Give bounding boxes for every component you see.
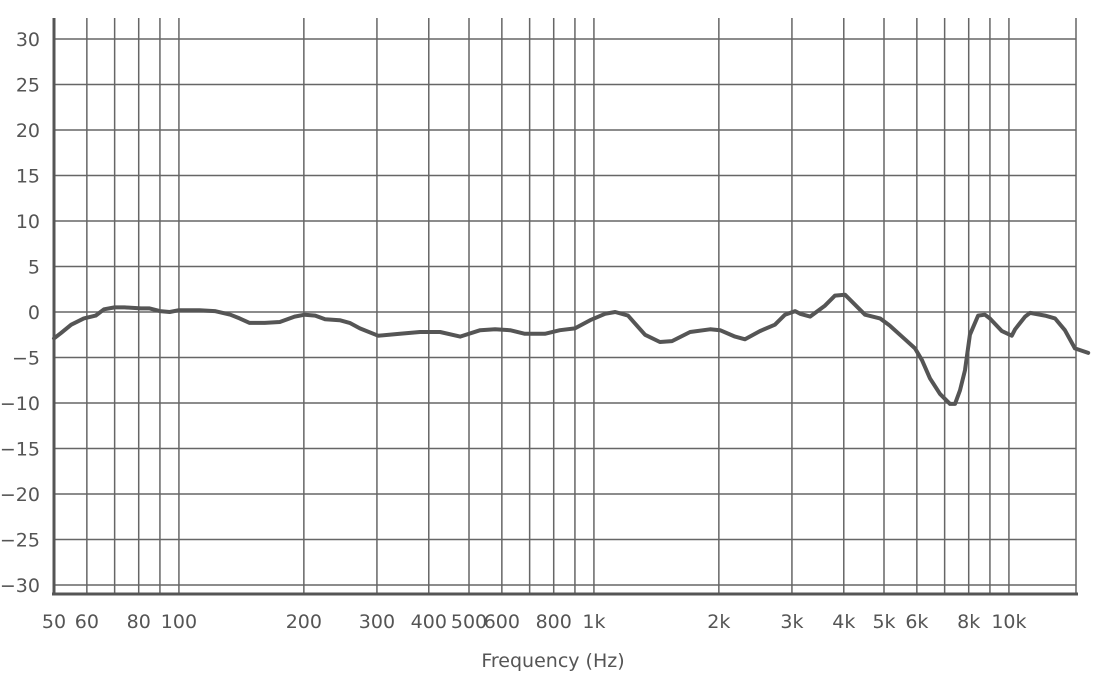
x-tick-label: 800 (536, 611, 572, 633)
x-tick-label: 8k (957, 611, 980, 633)
y-tick-label: 20 (16, 120, 40, 142)
y-tick-label: 15 (16, 166, 40, 188)
y-tick-label: −30 (0, 575, 40, 597)
y-tick-label: 10 (16, 211, 40, 233)
y-tick-label: −10 (0, 393, 40, 415)
series-line (52, 292, 1091, 406)
x-tick-label: 1k (582, 611, 605, 633)
x-axis-label: Frequency (Hz) (481, 650, 624, 672)
y-tick-label: 30 (16, 29, 40, 51)
x-tick-label: 60 (75, 611, 99, 633)
x-tick-label: 100 (161, 611, 197, 633)
y-axis-ticks: 30 25 20 15 10 5 0 −5 −10 −15 −20 −25 −30 (0, 29, 40, 597)
x-tick-label: 5k (872, 611, 895, 633)
y-tick-label: −15 (0, 439, 40, 461)
x-tick-label: 500 (451, 611, 487, 633)
grid (53, 18, 1077, 594)
x-tick-label: 10k (991, 611, 1026, 633)
x-tick-label: 3k (780, 611, 803, 633)
x-tick-label: 80 (127, 611, 151, 633)
x-tick-label: 300 (359, 611, 395, 633)
x-tick-label: 200 (286, 611, 322, 633)
y-tick-label: −25 (0, 530, 40, 552)
x-tick-label: 6k (905, 611, 928, 633)
x-tick-label: 600 (484, 611, 520, 633)
y-tick-label: 5 (28, 257, 40, 279)
y-tick-label: −20 (0, 484, 40, 506)
y-tick-label: 25 (16, 75, 40, 97)
x-tick-label: 2k (707, 611, 730, 633)
y-tick-label: 0 (28, 302, 40, 324)
x-tick-label: 50 (42, 611, 66, 633)
x-tick-label: 400 (411, 611, 447, 633)
y-tick-label: −5 (12, 348, 40, 370)
x-tick-label: 4k (832, 611, 855, 633)
